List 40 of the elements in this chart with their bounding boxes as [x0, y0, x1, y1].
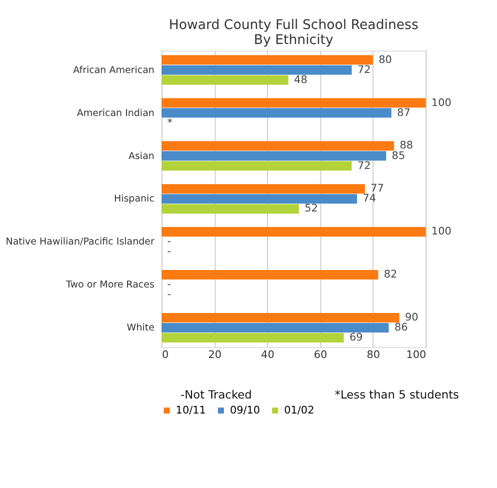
y-tick-label: American Indian [76, 108, 154, 119]
text: - [167, 236, 172, 248]
data-label: 72 [357, 64, 371, 76]
data-label: 69 [350, 332, 363, 344]
y-tick-label: Native Hawilian/Pacific Islander [6, 236, 155, 248]
data-label: 52 [304, 202, 318, 215]
legend-label: 01/02 [284, 404, 314, 416]
legend-label: 09/10 [230, 404, 260, 416]
data-label: 48 [294, 74, 308, 86]
data-label: 86 [394, 322, 408, 334]
text: *Less than 5 students [334, 387, 460, 402]
y-tick-label: African American [73, 64, 154, 76]
data-label: 80 [378, 54, 392, 66]
chart-title: Howard County Full School Readiness By Ethnicity [168, 18, 418, 48]
y-tick-label: Two or More Races [65, 280, 154, 291]
x-tick-label: 20 [208, 349, 222, 362]
text: -Not Tracked [180, 387, 252, 402]
data-label: 85 [392, 150, 406, 162]
text: - [167, 246, 172, 258]
data-label: 77 [370, 182, 384, 195]
text: * [167, 116, 172, 129]
x-tick-label: 40 [261, 349, 274, 362]
data-label: 87 [397, 106, 410, 119]
y-tick-label: Hispanic [114, 194, 154, 205]
x-tick-label: 0 [162, 349, 169, 362]
legend-label: 10/11 [176, 404, 206, 416]
data-label: 82 [384, 268, 398, 281]
text: - [167, 278, 172, 291]
data-label: 74 [362, 192, 376, 205]
x-tick-label: 80 [366, 349, 380, 362]
data-label: 100 [431, 96, 452, 109]
text: - [167, 288, 172, 301]
x-tick-label: 60 [314, 349, 328, 362]
data-label: 100 [431, 226, 452, 238]
y-tick-label: White [126, 322, 155, 334]
data-label: 90 [405, 312, 418, 324]
data-label: 88 [400, 140, 414, 152]
y-tick-label: Asian [128, 150, 154, 162]
data-label: 72 [357, 160, 371, 172]
x-tick-label: 100 [406, 349, 426, 362]
